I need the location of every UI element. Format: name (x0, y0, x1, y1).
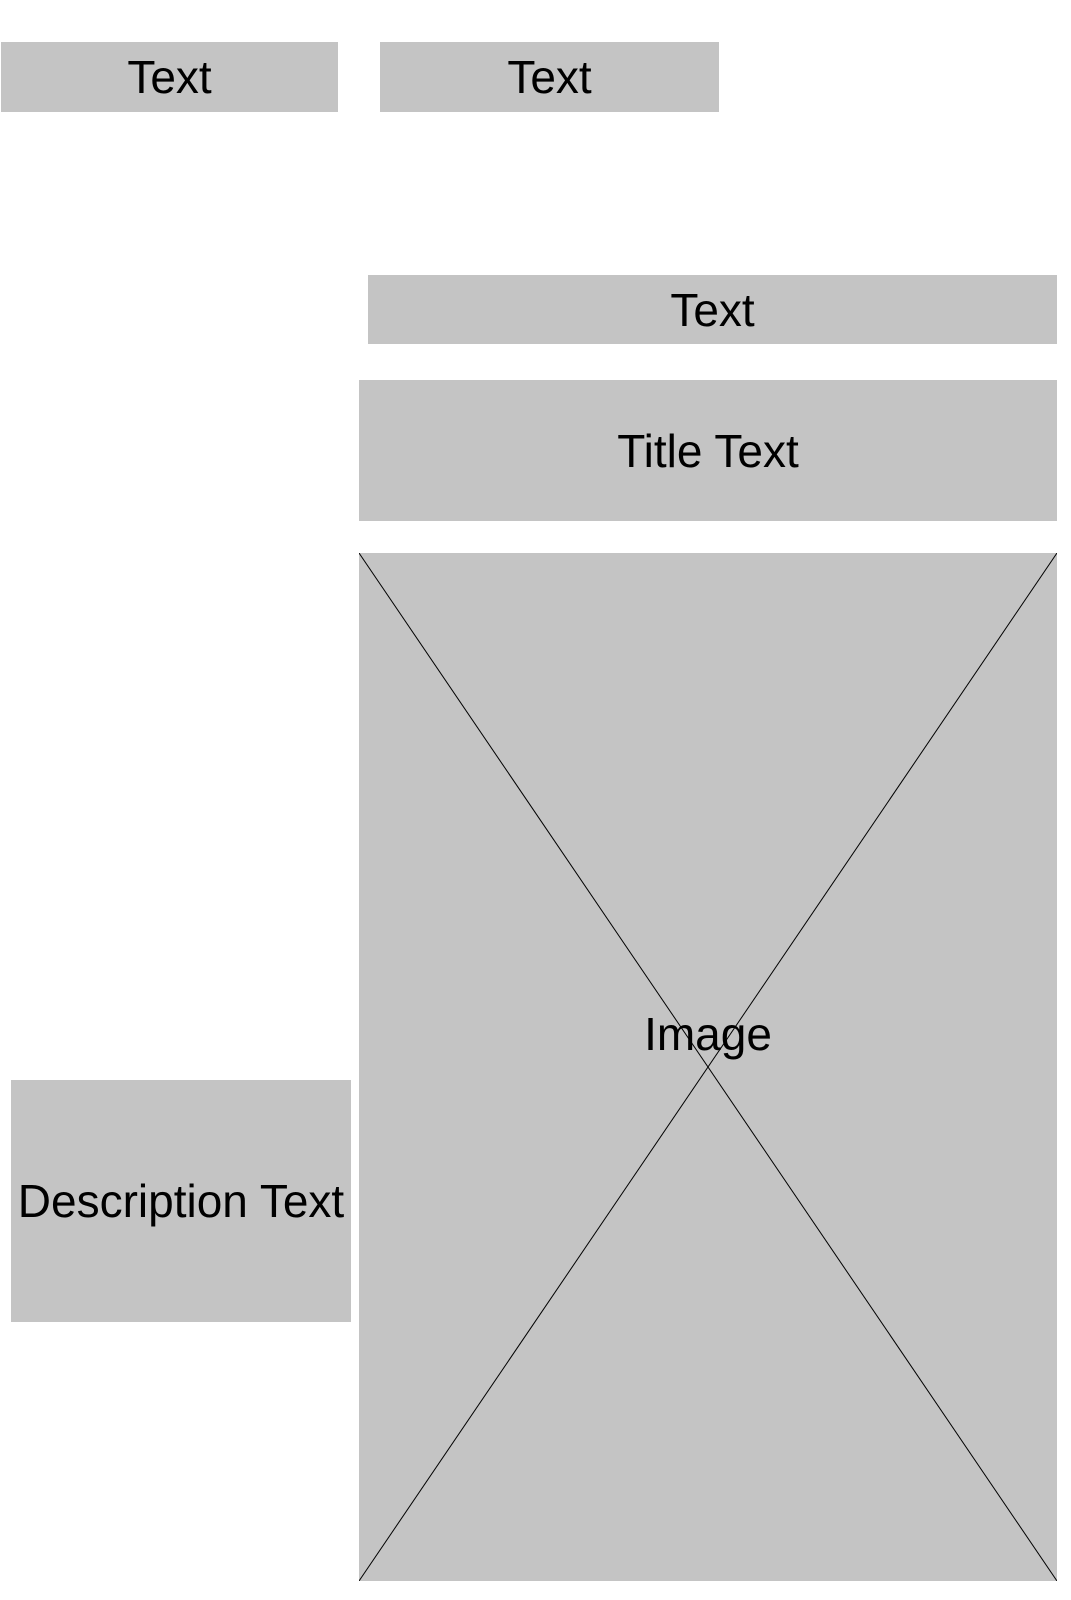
title-text: Title Text (359, 380, 1057, 521)
text-label-2: Text (380, 42, 719, 112)
text-label-3: Text (368, 275, 1057, 344)
image-placeholder (359, 553, 1057, 1581)
description-text: Description Text (11, 1080, 351, 1322)
image-placeholder-cross (359, 553, 1057, 1581)
text-label-1: Text (1, 42, 338, 112)
